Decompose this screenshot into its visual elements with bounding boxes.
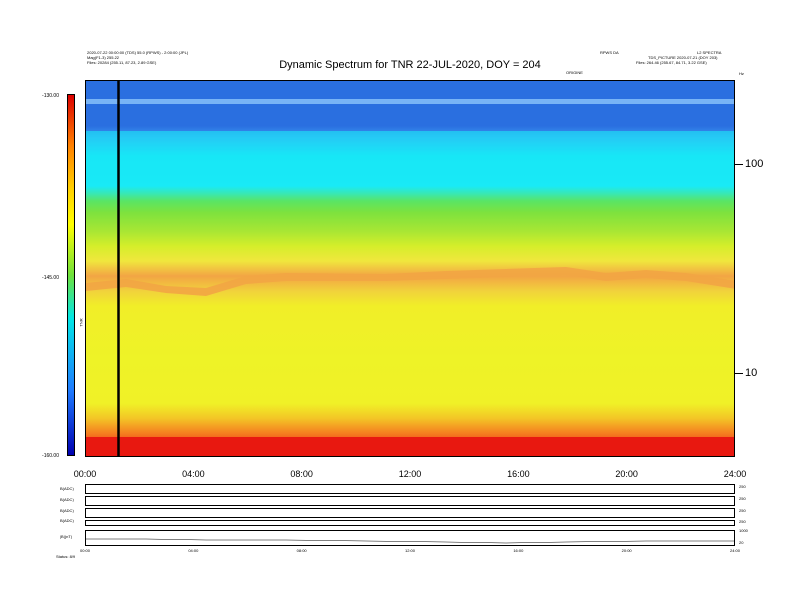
cyan-region (86, 131, 734, 186)
subpanel-right-tick: 250 (739, 508, 746, 513)
spectrogram-plot (85, 80, 735, 457)
header-left-line: Files: 20284 (255.11, 87.23, 2.89 GSE) (87, 60, 157, 65)
x-tick-label: 00:00 (73, 469, 97, 479)
header-left: 2020-07-22 00:00:00 (TDS) 55.0 (RPWS) - … (87, 50, 188, 65)
header-right-line: RPWS DA (600, 50, 619, 55)
subpanel-magnitude (85, 530, 735, 546)
y-tick-10: 10 (745, 367, 758, 379)
x-tick-label: 08:00 (290, 469, 313, 479)
subpanel (85, 484, 735, 494)
x-tick-label: 20:00 (615, 469, 638, 479)
colorbar-tick: -145.00 (42, 275, 59, 281)
header-right-line: TDS_PICTURE 2020-07-21 (DOY 203) (648, 55, 718, 60)
header-right-line: Files: 264.46 (255.67, 84.71, 3.22 GSE) (636, 60, 707, 65)
spectrogram-overlay (86, 81, 734, 456)
y-tick-100: 100 (745, 158, 764, 170)
subpanel (85, 508, 735, 518)
header-left-line: Mag(F1-3) 255.22 (87, 55, 120, 60)
subpanel-label: |B|(nT) (60, 534, 73, 539)
colorbar-tick: -130.00 (42, 93, 59, 99)
subpanel-x-tick-label: 08:00 (296, 548, 307, 553)
header-left-line: 2020-07-22 00:00:00 (TDS) 55.0 (RPWS) - … (87, 50, 189, 55)
chart-title: Dynamic Spectrum for TNR 22-JUL-2020, DO… (279, 59, 541, 71)
magnitude-trace (86, 538, 734, 544)
subpanel (85, 520, 735, 526)
colorbar-tick: -160.00 (42, 453, 59, 459)
header-corner: Hz (739, 71, 744, 76)
subpanel-x-tick-label: 20:00 (621, 548, 632, 553)
y-axis-ticks (735, 80, 743, 457)
colorbar-label: TNR (78, 318, 84, 327)
x-tick-label: 12:00 (398, 469, 422, 479)
orange-band (86, 267, 734, 296)
subpanel-label: B(ADC) (60, 518, 74, 523)
subpanel-right-tick: 1000 (739, 528, 748, 533)
subpanel-x-tick-label: 00:00 (79, 548, 91, 553)
subpanel-x-tick-label: 04:00 (188, 548, 199, 553)
red-bottom (86, 437, 734, 456)
header-right: RPWS DA TDS_PICTURE 2020-07-21 (DOY 203)… (600, 50, 718, 65)
subpanel-label: B(ADC) (60, 508, 74, 513)
subpanel-label: B(ADC) (60, 486, 74, 491)
subpanel-right-tick: 250 (739, 484, 746, 489)
subpanel-label: B(ADC) (60, 497, 74, 502)
subpanel-x-tick-label: 16:00 (513, 548, 524, 553)
x-tick-label: 24:00 (723, 469, 747, 479)
subpanel-x-tick-label: 12:00 (404, 548, 416, 553)
top-light-strip (86, 99, 734, 104)
colorbar (67, 94, 75, 456)
header-right-col: L2 SPECTRA (697, 50, 722, 55)
subpanel (85, 496, 735, 506)
header-small-top: ORIGINE (566, 70, 583, 75)
subpanel-right-tick: 250 (739, 519, 746, 524)
x-tick-label: 04:00 (182, 469, 205, 479)
subpanel-right-tick: 250 (739, 496, 746, 501)
subpanel-x-tick-label: 24:00 (729, 548, 741, 553)
subpanel-right-tick: 20 (739, 540, 744, 545)
status-label: Status: 8/9 (56, 554, 76, 559)
x-tick-label: 16:00 (507, 469, 530, 479)
